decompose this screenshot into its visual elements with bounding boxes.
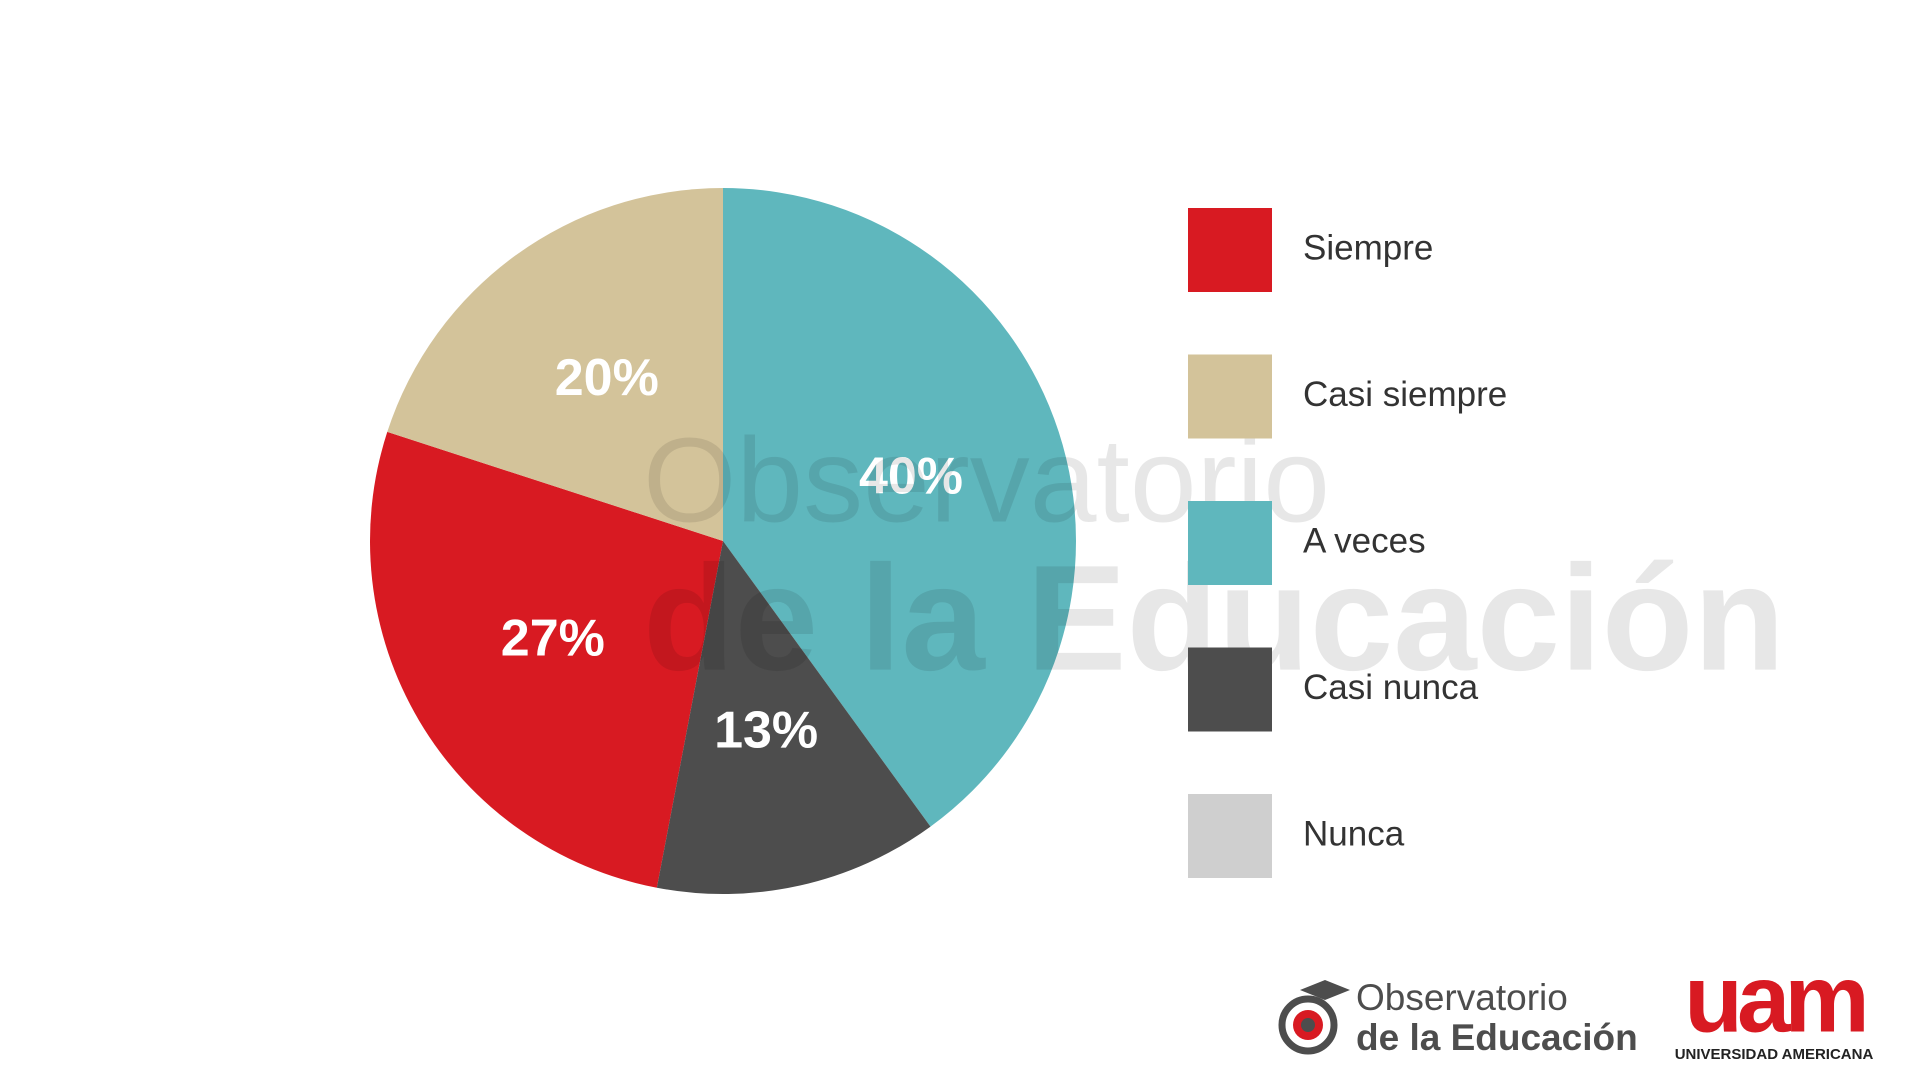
pie-slice	[369, 431, 723, 888]
legend-swatch	[1188, 354, 1272, 439]
data-label: 20%	[555, 349, 659, 407]
legend-swatch	[1188, 208, 1272, 292]
data-label: 40%	[859, 448, 963, 506]
logo-mark: uam	[1684, 945, 1864, 1052]
pie-slice	[656, 541, 931, 894]
logo-dot	[1301, 1018, 1315, 1032]
pie-slice	[656, 541, 723, 888]
legend-label: Nunca	[1303, 814, 1405, 853]
uam-logo: uam UNIVERSIDAD AMERICANA	[1675, 945, 1874, 1063]
legend-label: Siempre	[1303, 228, 1433, 267]
legend-swatch	[1188, 501, 1272, 585]
pie	[369, 187, 1076, 894]
logo-cap	[1300, 980, 1350, 1000]
data-label: 27%	[501, 609, 605, 667]
pie-slice	[387, 187, 723, 541]
logo-ring	[1278, 995, 1338, 1055]
observatorio-logo: Observatorio de la Educación	[1278, 977, 1638, 1058]
legend-label: Casi siempre	[1303, 375, 1507, 414]
legend-label: A veces	[1303, 521, 1426, 560]
logo-text: Observatorio	[1356, 977, 1568, 1018]
pie-slice	[723, 188, 1076, 827]
data-labels: 27% 20% 40% 13%	[501, 349, 963, 760]
logo-text: UNIVERSIDAD AMERICANA	[1675, 1046, 1874, 1063]
logo-text: de la Educación	[1356, 1017, 1638, 1058]
legend: Siempre Casi siempre A veces Casi nunca Nunc…	[1188, 208, 1507, 878]
legend-swatch	[1188, 647, 1272, 732]
legend-label: Casi nunca	[1303, 668, 1479, 707]
legend-swatch	[1188, 794, 1272, 878]
data-label: 13%	[714, 702, 818, 760]
